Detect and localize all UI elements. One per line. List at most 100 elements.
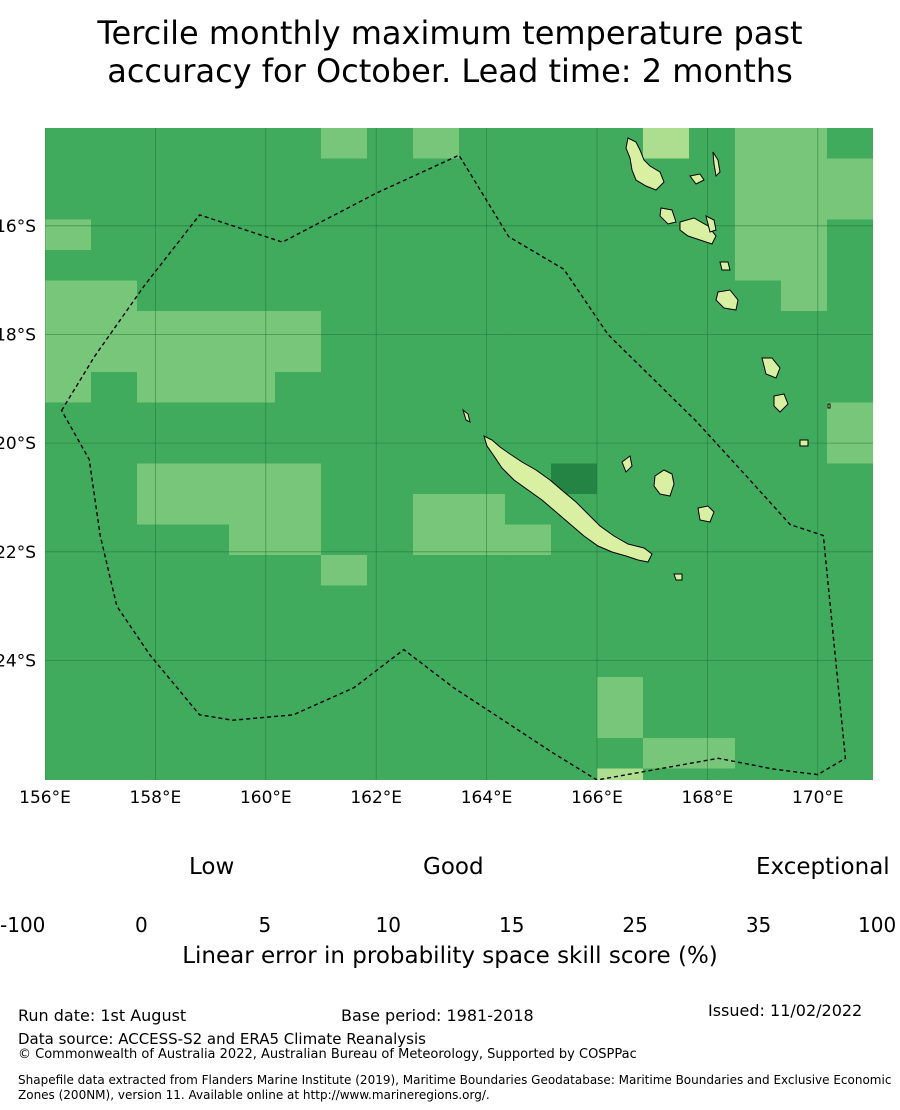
grid-cell — [596, 219, 644, 251]
grid-cell — [320, 433, 368, 465]
grid-cell — [182, 341, 230, 373]
grid-cell — [45, 738, 92, 770]
ouvea-island — [621, 455, 633, 473]
grid-cell — [45, 158, 92, 190]
grid-cell — [504, 219, 552, 251]
grid-cell — [182, 524, 230, 556]
grid-cell — [228, 707, 276, 739]
grid-cell — [274, 616, 322, 648]
grid-cell — [274, 402, 322, 434]
grid-cell — [504, 128, 552, 160]
title-line-1: Tercile monthly maximum temperature past — [97, 14, 803, 52]
grid-cell — [90, 433, 138, 465]
grid-cell — [228, 524, 276, 556]
grid-cell — [458, 524, 506, 556]
grid-cell — [458, 128, 506, 160]
grid-cell — [826, 219, 873, 251]
grid-cell — [183, 830, 230, 831]
grid-cell — [734, 524, 782, 556]
grid-cell — [826, 585, 873, 617]
grid-cell — [412, 280, 460, 312]
grid-cell — [596, 768, 644, 780]
grid-cell — [366, 616, 414, 648]
grid-cell — [182, 677, 230, 709]
grid-cell — [458, 219, 506, 251]
grid-cell — [413, 799, 460, 830]
grid-cell — [320, 189, 368, 221]
grid-cell — [826, 677, 873, 709]
grid-cell — [688, 646, 736, 678]
grid-cell — [596, 311, 644, 343]
grid-cell — [872, 616, 873, 648]
grid-cell — [550, 158, 598, 190]
grid-cell — [320, 219, 368, 251]
grid-cell — [45, 341, 92, 373]
aneityum-island — [761, 357, 781, 379]
grid-cell — [734, 128, 782, 160]
grid-cell — [826, 189, 873, 221]
grid-cell — [182, 128, 230, 160]
grid-cell — [228, 646, 276, 678]
grid-cell — [550, 555, 598, 587]
grid-cell — [872, 341, 873, 373]
grid-cell — [182, 768, 230, 780]
grid-cell — [597, 830, 644, 831]
grid-cell — [550, 219, 598, 251]
grid-cell — [872, 433, 873, 465]
run-date: Run date: 1st August — [18, 1006, 187, 1025]
grid-cell — [228, 494, 276, 526]
grid-cell — [320, 280, 368, 312]
grid-cell — [90, 463, 138, 495]
colorbar-category-exceptional: Exceptional — [756, 854, 890, 880]
colorbar-label: Linear error in probability space skill … — [182, 943, 718, 969]
grid-cell — [734, 219, 782, 251]
grid-cell — [91, 830, 138, 831]
grid-cell — [136, 616, 184, 648]
new-caledonia-island — [483, 435, 653, 563]
grid-cell — [366, 250, 414, 282]
colorbar-category-low: Low — [189, 854, 235, 880]
erromango-island — [719, 261, 731, 271]
longitude-tick-label: 158°E — [130, 788, 182, 808]
grid-cell — [182, 219, 230, 251]
grid-cell — [734, 250, 782, 282]
grid-cell — [872, 738, 873, 770]
grid-cell — [274, 311, 322, 343]
grid-cell — [642, 555, 690, 587]
grid-cell — [274, 372, 322, 404]
grid-cell — [550, 616, 598, 648]
grid-cell — [826, 616, 873, 648]
grid-cell — [780, 280, 828, 312]
grid-cell — [504, 555, 552, 587]
grid-cell — [90, 341, 138, 373]
grid-cell — [826, 250, 873, 282]
grid-cell — [45, 830, 92, 831]
grid-cell — [872, 677, 873, 709]
grid-cell — [504, 250, 552, 282]
grid-cell — [688, 341, 736, 373]
grid-cell — [45, 219, 92, 251]
grid-cell — [688, 524, 736, 556]
grid-cell — [642, 280, 690, 312]
grid-cell — [274, 585, 322, 617]
grid-cell — [182, 738, 230, 770]
grid-cell — [136, 677, 184, 709]
grid-cell — [274, 524, 322, 556]
grid-cell — [136, 738, 184, 770]
grid-cell — [504, 524, 552, 556]
grid-cell — [504, 738, 552, 770]
issued-date: Issued: 11/02/2022 — [708, 1001, 863, 1020]
espiritu-santo-island — [625, 137, 665, 191]
colorbar-tick-label: 15 — [498, 913, 525, 937]
colorbar-tick-label: 10 — [375, 913, 402, 937]
grid-cell — [827, 830, 874, 831]
grid-cell — [781, 830, 828, 831]
grid-cell — [458, 616, 506, 648]
grid-cell — [826, 494, 873, 526]
grid-cell — [504, 189, 552, 221]
grid-cell — [320, 707, 368, 739]
grid-cell — [688, 372, 736, 404]
grid-cell — [366, 372, 414, 404]
grid-cell — [504, 311, 552, 343]
grid-cell — [458, 463, 506, 495]
